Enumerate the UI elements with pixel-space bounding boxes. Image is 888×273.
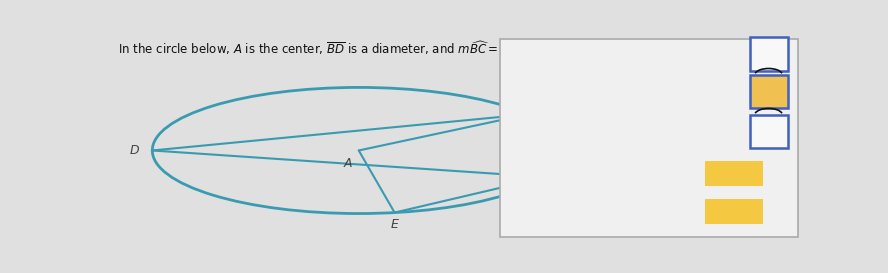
- Text: $E$: $E$: [390, 218, 400, 231]
- Bar: [705, 161, 764, 186]
- Text: $A$: $A$: [344, 157, 353, 170]
- Bar: [500, 39, 797, 237]
- Text: $D$: $D$: [129, 144, 140, 157]
- Text: $300$: $300$: [721, 167, 748, 180]
- Text: $°$: $°$: [767, 206, 773, 216]
- Text: (c) Give a minor arc:: (c) Give a minor arc:: [508, 131, 625, 141]
- Text: $60°$: $60°$: [551, 156, 571, 168]
- Text: (a) Give an inscribed angle:: (a) Give an inscribed angle:: [508, 53, 666, 63]
- Text: In the circle below, $A$ is the center, $\overline{BD}$ is a diameter, and $m\wi: In the circle below, $A$ is the center, …: [118, 39, 765, 57]
- Text: (d) Find $m\angle BAC$:: (d) Find $m\angle BAC$:: [508, 169, 605, 183]
- Bar: [749, 37, 788, 71]
- Text: $\angle$: $\angle$: [736, 51, 749, 66]
- Bar: [705, 199, 764, 224]
- Bar: [749, 75, 788, 108]
- Bar: [749, 115, 788, 149]
- Text: $°$: $°$: [767, 169, 773, 179]
- Text: $60$: $60$: [725, 205, 743, 218]
- Text: $B$: $B$: [559, 170, 568, 183]
- Text: (e) Find $m\widehat{BEC}$:: (e) Find $m\widehat{BEC}$:: [508, 205, 594, 222]
- Text: $C$: $C$: [534, 99, 544, 112]
- Text: (b) Give a major arc:: (b) Give a major arc:: [508, 91, 626, 101]
